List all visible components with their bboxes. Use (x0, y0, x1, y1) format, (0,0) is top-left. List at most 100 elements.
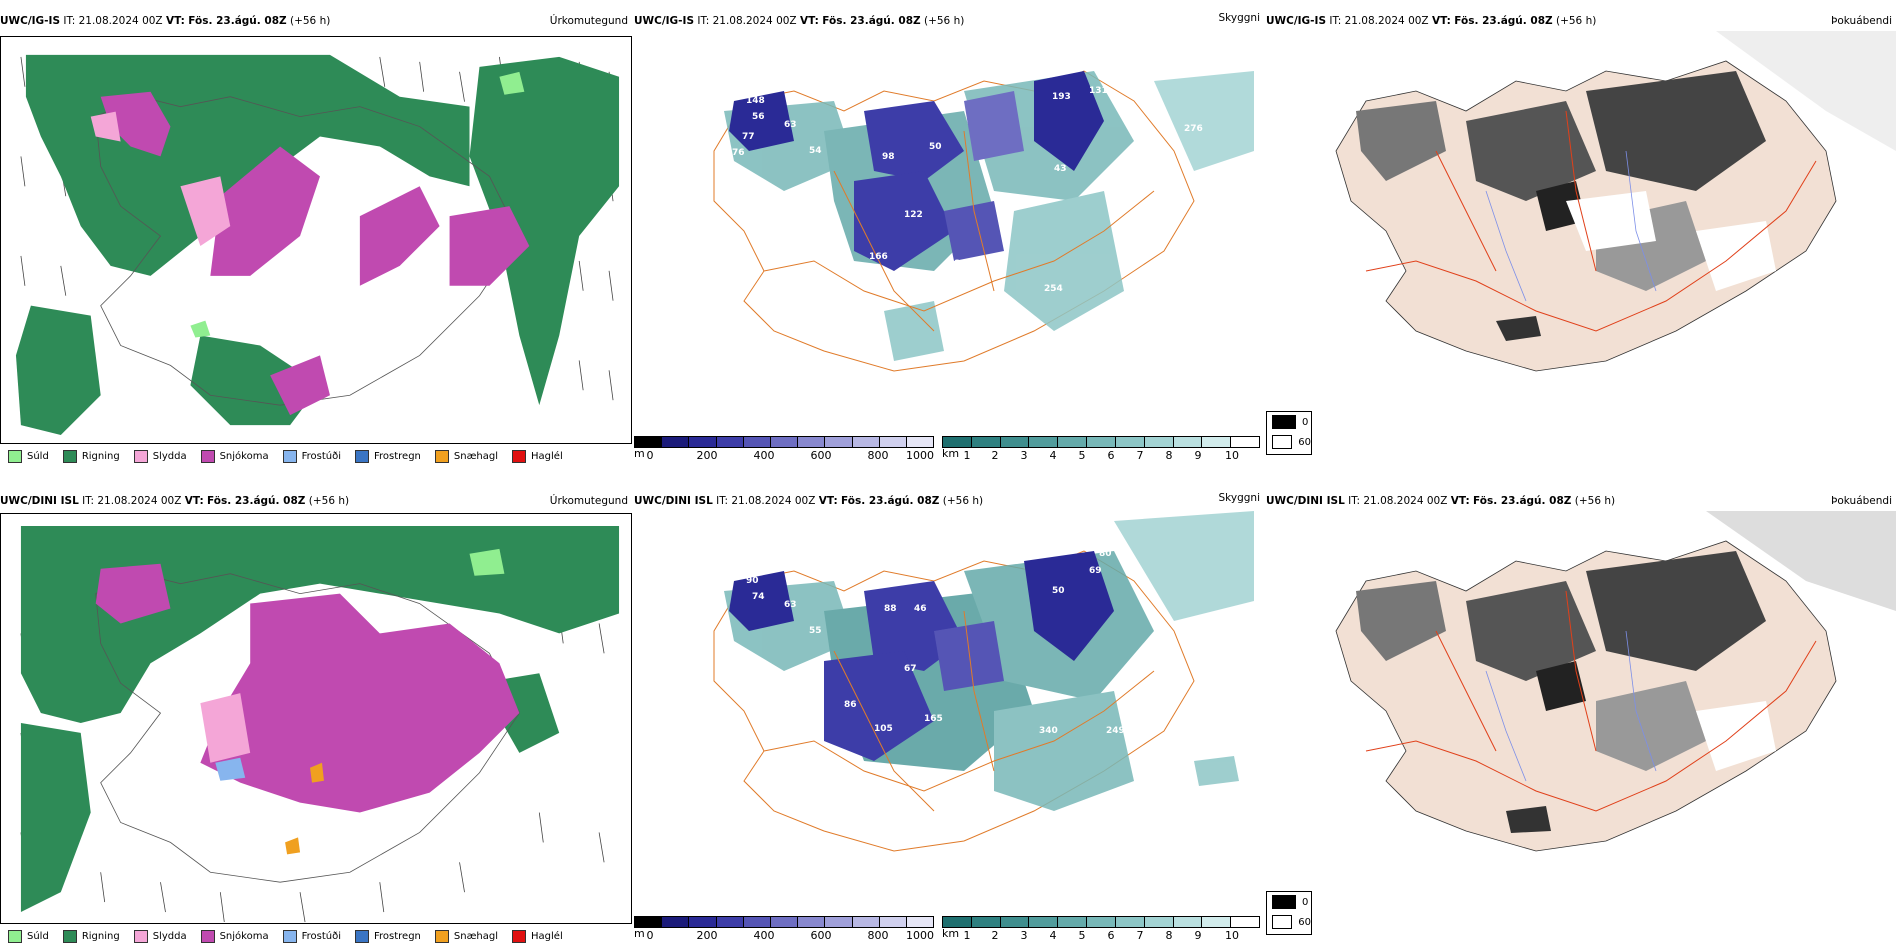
panel-header: UWC/DINI ISL IT: 21.08.2024 00Z VT: Fös.… (0, 493, 632, 509)
legend-swatch (200, 449, 215, 463)
svg-text:80: 80 (1099, 549, 1112, 559)
cloud-base-field (729, 551, 1114, 761)
vt-label: VT: (1450, 495, 1470, 507)
tick-label: 1 (963, 929, 971, 942)
lead-time: (+56 h) (1574, 495, 1616, 507)
colorbar-ticks: 0 200 400 600 800 1000 (634, 449, 935, 463)
svg-text:148: 148 (746, 96, 765, 106)
svg-text:77: 77 (742, 132, 755, 142)
tick-label: 600 (810, 449, 832, 462)
svg-text:105: 105 (874, 724, 893, 734)
colorbar-cells (634, 436, 934, 448)
legend-item: 0 (1267, 412, 1311, 432)
legend-label: Rigning (81, 930, 120, 942)
fog-shading (1356, 71, 1776, 341)
svg-text:165: 165 (924, 714, 943, 724)
legend-item: Slydda (133, 929, 187, 943)
vt-label: VT: (818, 495, 838, 507)
legend-swatch (282, 449, 297, 463)
tick-label: 10 (1225, 449, 1239, 462)
precip-map (0, 513, 632, 924)
tick-label: 5 (1078, 449, 1086, 462)
tick-label: 7 (1136, 449, 1144, 462)
svg-text:276: 276 (1184, 124, 1203, 134)
model-name: UWC/DINI ISL (634, 495, 713, 507)
visibility-map: 148 56 63 77 76 54 98 50 193 131 276 43 … (634, 31, 1264, 431)
legend-swatch (282, 929, 297, 943)
it-value: 21.08.2024 00Z (1344, 15, 1429, 27)
legend-label: Frostregn (374, 450, 421, 462)
legend-item: Frostregn (355, 929, 421, 943)
legend-label: 0 (1302, 896, 1309, 908)
svg-text:76: 76 (732, 148, 745, 158)
panel-header: UWC/IG-IS IT: 21.08.2024 00Z VT: Fös. 23… (634, 12, 1264, 29)
svg-text:69: 69 (1089, 566, 1102, 576)
vt-value: Fös. 23.ágú. 08Z (207, 495, 306, 507)
it-label: IT: (1348, 495, 1361, 507)
tick-label: 3 (1020, 449, 1028, 462)
fog-map (1266, 511, 1896, 911)
lead-time: (+56 h) (308, 495, 350, 507)
svg-text:249: 249 (1106, 726, 1125, 736)
colorbar-cells (634, 916, 934, 928)
legend-swatch (434, 449, 449, 463)
tick-label: 1000 (906, 929, 934, 942)
svg-text:63: 63 (784, 120, 797, 130)
tick-label: 8 (1165, 449, 1173, 462)
legend-item: Frostregn (355, 449, 421, 463)
precip-legend: Súld Rigning Slydda Snjókoma Frostúði Fr… (0, 925, 632, 947)
svg-text:55: 55 (809, 626, 822, 636)
model-name: UWC/IG-IS (634, 15, 695, 27)
cloud-base-colorbar: m 0 200 400 600 800 1000 (634, 436, 934, 466)
legend-item: Slydda (133, 449, 187, 463)
svg-text:166: 166 (869, 252, 888, 262)
tick-label: 4 (1049, 449, 1057, 462)
legend-label: Slydda (152, 450, 187, 462)
legend-label: Súld (27, 450, 49, 462)
legend-label: Súld (27, 930, 49, 942)
legend-swatch (133, 929, 148, 943)
fog-shading (1356, 551, 1776, 833)
visibility-colorbar: km 1 2 3 4 5 6 7 8 9 10 (942, 436, 1260, 466)
legend-swatch (1272, 415, 1296, 429)
legend-label: Rigning (81, 450, 120, 462)
tick-label: 400 (753, 449, 775, 462)
svg-text:131: 131 (1089, 86, 1108, 96)
legend-label: 60 (1298, 436, 1311, 448)
roads (1365, 590, 1817, 812)
cloud-base-field (729, 71, 1104, 271)
legend-swatch (133, 449, 148, 463)
tick-label: 9 (1194, 929, 1202, 942)
model-name: UWC/DINI ISL (1266, 495, 1345, 507)
model-name: UWC/DINI ISL (0, 495, 79, 507)
svg-text:67: 67 (904, 664, 917, 674)
tick-label: 2 (991, 449, 999, 462)
legend-item: 60 (1267, 912, 1311, 932)
svg-text:50: 50 (929, 142, 942, 152)
panel-title: Þokuábendi (1831, 495, 1892, 507)
tick-label: 200 (696, 929, 718, 942)
svg-text:88: 88 (884, 604, 897, 614)
legend-label: Snjókoma (219, 930, 269, 942)
panel-title: Skyggni (1218, 492, 1261, 504)
legend-item: Haglél (512, 929, 563, 943)
legend-item: 60 (1267, 432, 1311, 452)
cloud-base-labels: 148 56 63 77 76 54 98 50 193 131 276 43 … (732, 86, 1203, 412)
tick-label: 5 (1078, 929, 1086, 942)
legend-label: Haglél (531, 450, 563, 462)
legend-swatch (1272, 895, 1296, 909)
legend-item: Súld (8, 929, 49, 943)
panel-header: UWC/DINI ISL IT: 21.08.2024 00Z VT: Fös.… (1266, 493, 1896, 509)
it-value: 21.08.2024 00Z (78, 15, 163, 27)
legend-swatch (1272, 915, 1293, 929)
it-value: 21.08.2024 00Z (712, 15, 797, 27)
legend-label: Slydda (152, 930, 187, 942)
colorbar-ticks: 1 2 3 4 5 6 7 8 9 10 (942, 449, 1260, 463)
legend-swatch (62, 449, 77, 463)
legend-swatch (200, 929, 215, 943)
tick-label: 600 (810, 929, 832, 942)
iceland-outline (95, 573, 520, 883)
colorbar-unit: km (942, 927, 960, 940)
svg-text:86: 86 (844, 700, 857, 710)
colorbar-unit: m (634, 447, 645, 460)
